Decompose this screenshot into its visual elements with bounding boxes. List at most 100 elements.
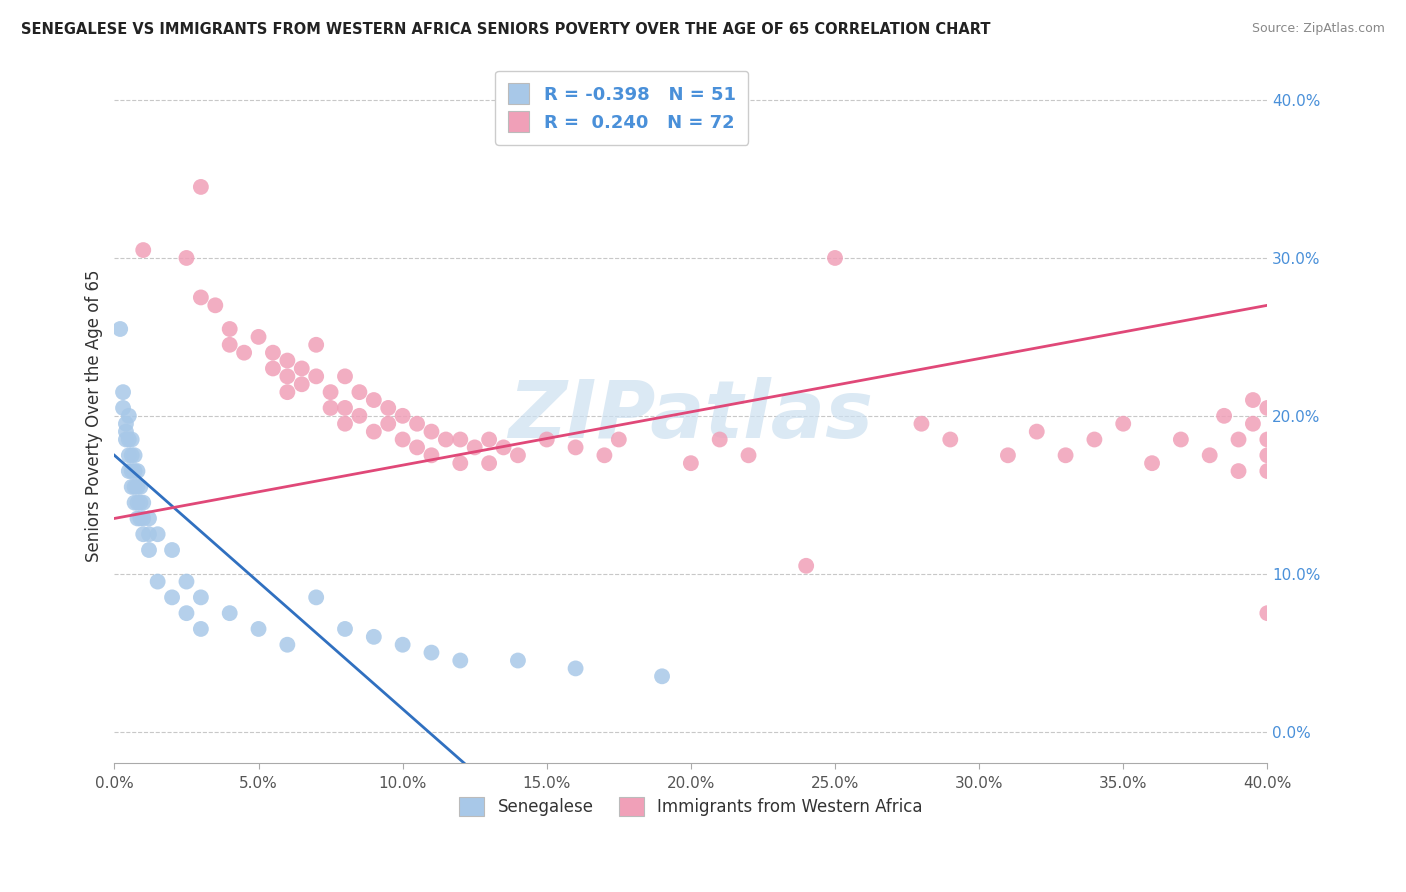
Point [709, 433, 731, 447]
Point [305, 338, 328, 352]
Point [127, 496, 149, 510]
Point [262, 345, 284, 359]
Point [190, 180, 212, 194]
Point [1256, 464, 1278, 478]
Point [506, 653, 529, 667]
Point [1112, 417, 1135, 431]
Point [115, 417, 138, 431]
Text: ZIPatlas: ZIPatlas [509, 376, 873, 455]
Point [1241, 417, 1264, 431]
Point [190, 591, 212, 605]
Point [132, 496, 155, 510]
Point [319, 401, 342, 415]
Point [132, 527, 155, 541]
Point [118, 464, 141, 478]
Point [121, 480, 143, 494]
Point [506, 448, 529, 462]
Point [333, 417, 356, 431]
Point [160, 591, 183, 605]
Point [910, 417, 932, 431]
Point [391, 409, 413, 423]
Point [737, 448, 759, 462]
Point [564, 441, 586, 455]
Point [218, 322, 240, 336]
Point [233, 345, 256, 359]
Point [176, 606, 198, 620]
Point [449, 433, 471, 447]
Point [160, 543, 183, 558]
Point [118, 409, 141, 423]
Point [449, 653, 471, 667]
Point [129, 511, 152, 525]
Point [1213, 409, 1236, 423]
Point [349, 385, 371, 400]
Point [127, 511, 149, 525]
Point [478, 456, 501, 470]
Point [291, 377, 314, 392]
Point [406, 441, 429, 455]
Point [132, 511, 155, 525]
Point [112, 401, 135, 415]
Point [118, 448, 141, 462]
Point [190, 622, 212, 636]
Point [939, 433, 962, 447]
Point [305, 369, 328, 384]
Point [377, 417, 399, 431]
Point [824, 251, 846, 265]
Point [121, 448, 143, 462]
Point [406, 417, 429, 431]
Point [127, 480, 149, 494]
Point [564, 661, 586, 675]
Point [1256, 433, 1278, 447]
Point [464, 441, 486, 455]
Point [1198, 448, 1220, 462]
Point [1241, 392, 1264, 407]
Point [363, 630, 385, 644]
Point [1054, 448, 1077, 462]
Point [127, 464, 149, 478]
Point [377, 401, 399, 415]
Point [1140, 456, 1163, 470]
Point [124, 464, 146, 478]
Point [176, 574, 198, 589]
Point [146, 574, 169, 589]
Point [108, 322, 131, 336]
Point [262, 361, 284, 376]
Point [420, 425, 443, 439]
Point [218, 606, 240, 620]
Point [176, 251, 198, 265]
Point [536, 433, 558, 447]
Point [434, 433, 457, 447]
Point [349, 409, 371, 423]
Point [478, 433, 501, 447]
Point [363, 425, 385, 439]
Point [1256, 401, 1278, 415]
Point [118, 433, 141, 447]
Point [1256, 606, 1278, 620]
Point [115, 433, 138, 447]
Point [121, 433, 143, 447]
Point [291, 361, 314, 376]
Point [124, 448, 146, 462]
Point [218, 338, 240, 352]
Point [132, 243, 155, 257]
Point [1227, 464, 1250, 478]
Point [204, 298, 226, 312]
Point [124, 480, 146, 494]
Point [1025, 425, 1047, 439]
Text: Source: ZipAtlas.com: Source: ZipAtlas.com [1251, 22, 1385, 36]
Point [492, 441, 515, 455]
Point [1227, 433, 1250, 447]
Point [146, 527, 169, 541]
Point [420, 448, 443, 462]
Point [190, 290, 212, 304]
Point [651, 669, 673, 683]
Point [138, 543, 160, 558]
Point [115, 425, 138, 439]
Point [1256, 448, 1278, 462]
Point [276, 385, 298, 400]
Point [124, 496, 146, 510]
Point [363, 392, 385, 407]
Point [607, 433, 630, 447]
Point [333, 622, 356, 636]
